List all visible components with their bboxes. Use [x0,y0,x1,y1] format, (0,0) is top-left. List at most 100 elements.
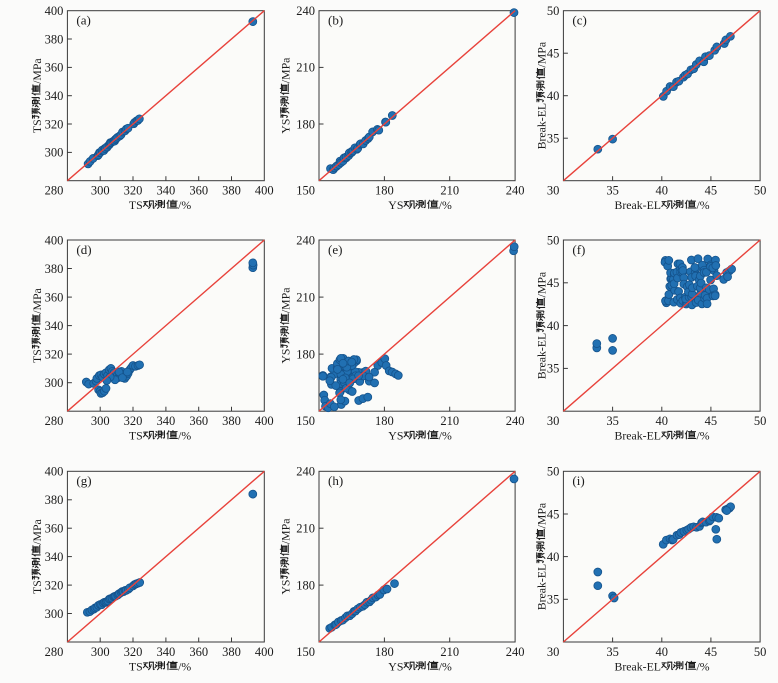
svg-text:180: 180 [296,347,315,361]
svg-text:180: 180 [375,414,394,428]
svg-text:50: 50 [754,184,767,198]
svg-text:35: 35 [547,132,560,146]
svg-text:/MPa: /MPa [30,287,44,313]
svg-text:30: 30 [547,184,560,198]
svg-text:380: 380 [222,645,241,659]
svg-text:45: 45 [547,47,560,61]
svg-text:360: 360 [189,184,208,198]
svg-text:YS: YS [279,349,293,364]
svg-text:50: 50 [754,645,767,659]
svg-text:360: 360 [45,522,64,536]
svg-text:320: 320 [124,184,143,198]
svg-text:380: 380 [45,262,64,276]
svg-text:210: 210 [296,290,315,304]
svg-text:/%: /% [697,198,710,212]
svg-text:YS: YS [388,198,403,212]
svg-text:240: 240 [506,414,525,428]
svg-text:/MPa: /MPa [30,58,44,84]
svg-text:/%: /% [697,429,710,443]
svg-text:40: 40 [656,414,669,428]
svg-text:YS: YS [388,660,403,674]
svg-text:(a): (a) [76,13,90,28]
svg-text:TS: TS [30,349,44,363]
svg-text:TS: TS [129,198,143,212]
svg-text:340: 340 [157,645,176,659]
svg-text:Break-EL: Break-EL [615,660,662,674]
svg-text:180: 180 [296,578,315,592]
svg-text:360: 360 [45,61,64,75]
svg-text:320: 320 [124,414,143,428]
svg-text:45: 45 [547,507,560,521]
svg-text:210: 210 [296,522,315,536]
svg-text:(i): (i) [572,473,584,488]
svg-text:150: 150 [296,414,315,428]
svg-text:50: 50 [547,465,560,479]
svg-text:360: 360 [189,414,208,428]
svg-text:45: 45 [705,414,718,428]
svg-text:35: 35 [606,184,619,198]
svg-text:/%: /% [178,660,191,674]
svg-text:400: 400 [255,184,274,198]
svg-text:400: 400 [255,414,274,428]
svg-text:280: 280 [45,184,64,198]
svg-text:380: 380 [45,493,64,507]
svg-text:240: 240 [506,184,525,198]
svg-text:280: 280 [45,645,64,659]
svg-text:(f): (f) [572,242,585,257]
svg-text:340: 340 [45,89,64,103]
svg-text:Break-EL: Break-EL [615,198,662,212]
svg-text:/%: /% [439,429,452,443]
svg-text:40: 40 [656,645,669,659]
svg-text:240: 240 [296,465,315,479]
svg-text:300: 300 [91,645,110,659]
svg-text:Break-EL: Break-EL [535,564,549,611]
svg-text:150: 150 [296,184,315,198]
svg-text:40: 40 [656,184,669,198]
svg-text:280: 280 [45,414,64,428]
svg-text:300: 300 [91,414,110,428]
svg-text:50: 50 [547,4,560,18]
svg-text:Break-EL: Break-EL [535,333,549,380]
svg-text:45: 45 [705,184,718,198]
svg-text:300: 300 [45,376,64,390]
svg-text:150: 150 [296,645,315,659]
svg-text:40: 40 [547,319,560,333]
svg-text:45: 45 [547,276,560,290]
svg-text:/MPa: /MPa [535,271,549,297]
svg-text:400: 400 [45,4,64,18]
svg-text:360: 360 [189,645,208,659]
svg-text:TS: TS [30,580,44,594]
svg-text:180: 180 [375,184,394,198]
svg-text:/MPa: /MPa [279,57,293,83]
svg-text:210: 210 [440,184,459,198]
svg-text:340: 340 [157,414,176,428]
svg-text:50: 50 [547,233,560,247]
svg-text:180: 180 [296,117,315,131]
svg-text:35: 35 [547,362,560,376]
svg-text:300: 300 [45,146,64,160]
svg-text:/MPa: /MPa [535,502,549,528]
svg-text:/%: /% [697,660,710,674]
svg-text:/MPa: /MPa [535,41,549,67]
svg-text:240: 240 [506,645,525,659]
svg-text:/%: /% [178,198,191,212]
svg-text:30: 30 [547,414,560,428]
svg-text:320: 320 [45,347,64,361]
svg-text:380: 380 [222,414,241,428]
svg-text:/MPa: /MPa [30,518,44,544]
svg-text:(g): (g) [76,473,91,488]
svg-text:300: 300 [91,184,110,198]
svg-text:210: 210 [440,414,459,428]
svg-text:320: 320 [45,117,64,131]
svg-text:/%: /% [439,198,452,212]
svg-text:400: 400 [255,645,274,659]
svg-text:YS: YS [279,580,293,595]
svg-text:50: 50 [754,414,767,428]
svg-text:360: 360 [45,290,64,304]
svg-text:380: 380 [45,32,64,46]
svg-text:Break-EL: Break-EL [615,429,662,443]
svg-text:320: 320 [124,645,143,659]
svg-text:Break-EL: Break-EL [535,103,549,150]
svg-text:35: 35 [606,414,619,428]
svg-text:TS: TS [129,660,143,674]
